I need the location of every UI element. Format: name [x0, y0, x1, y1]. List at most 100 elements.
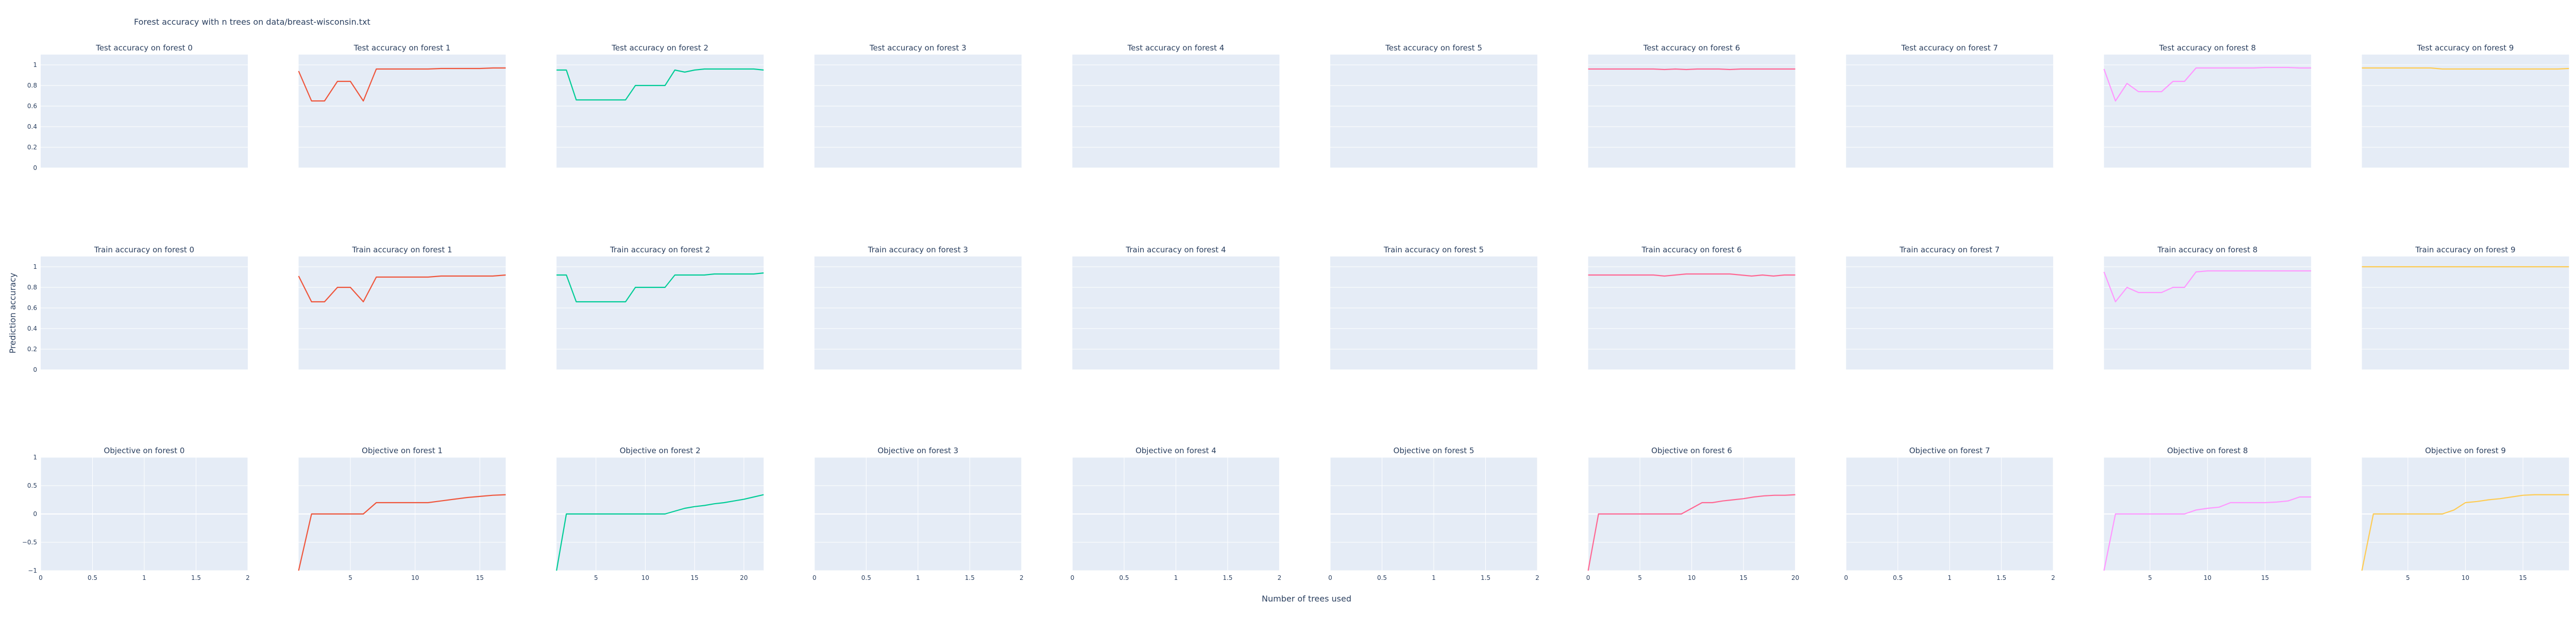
subplot-title: Objective on forest 9	[2425, 446, 2506, 455]
subplot-1-1: Train accuracy on forest 1	[298, 245, 506, 370]
series-line	[298, 67, 506, 102]
y-tick-label: 0	[33, 366, 37, 373]
plot-area	[556, 55, 764, 168]
x-tick-label: 0	[1328, 574, 1332, 581]
x-tick-label: 15	[476, 574, 484, 581]
x-tick-label: 0	[1844, 574, 1848, 581]
plot-area	[2362, 55, 2569, 168]
subplot-title: Objective on forest 4	[1136, 446, 1216, 455]
subplot-title: Train accuracy on forest 0	[94, 245, 194, 254]
x-tick-label: 2	[1278, 574, 1282, 581]
x-axis-label: Number of trees used	[1262, 594, 1351, 604]
plot-area	[2362, 256, 2569, 370]
series-line	[2103, 270, 2311, 303]
subplot-2-8: Objective on forest 8 5 10 15	[2103, 446, 2311, 581]
plot-area	[2104, 55, 2311, 168]
figure-title: Forest accuracy with n trees on data/bre…	[134, 17, 370, 27]
x-tick-label: 5	[594, 574, 598, 581]
series-line	[556, 272, 764, 303]
subplot-title: Objective on forest 7	[1909, 446, 1990, 455]
y-tick-label: 1	[33, 263, 37, 270]
subplot-title: Train accuracy on forest 4	[1125, 245, 1226, 254]
subplot-1-7: Train accuracy on forest 7	[1846, 245, 2054, 370]
x-tick-label: 10	[2462, 574, 2469, 581]
subplot-1-2: Train accuracy on forest 2	[556, 245, 764, 370]
subplot-title: Objective on forest 8	[2167, 446, 2248, 455]
x-tick-label: 10	[641, 574, 649, 581]
subplot-2-9: Objective on forest 9 5 10 15	[2361, 446, 2569, 581]
series-line	[1588, 273, 1795, 277]
subplot-0-1: Test accuracy on forest 1	[298, 43, 506, 168]
y-tick-label: 0.8	[27, 82, 37, 89]
subplot-title: Train accuracy on forest 6	[1641, 245, 1742, 254]
subplot-title: Objective on forest 0	[104, 446, 185, 455]
series-line	[2362, 67, 2569, 70]
subplot-title: Train accuracy on forest 3	[868, 245, 968, 254]
x-tick-label: 10	[2204, 574, 2211, 581]
subplot-title: Train accuracy on forest 8	[2157, 245, 2258, 254]
subplot-2-3: Objective on forest 3 0 0.5 1 1.5 2	[812, 446, 1024, 581]
y-tick-label: 0	[33, 510, 37, 518]
x-tick-label: 0.5	[1893, 574, 1903, 581]
series-line	[1588, 68, 1795, 71]
subplot-1-8: Train accuracy on forest 8	[2103, 245, 2311, 370]
x-tick-label: 15	[2519, 574, 2527, 581]
subplot-2-0: Objective on forest 0 −1 −0.5 0 0.5 1 0 0.5 1 1.5…	[22, 446, 250, 581]
x-tick-label: 10	[1688, 574, 1696, 581]
x-tick-label: 1	[1174, 574, 1178, 581]
plot-area	[1072, 55, 1280, 168]
x-tick-label: 10	[411, 574, 419, 581]
plot-area	[2104, 256, 2311, 370]
subplot-title: Train accuracy on forest 5	[1383, 245, 1484, 254]
y-tick-label: 0.5	[27, 482, 37, 489]
subplot-2-1: Objective on forest 1 5 10 15	[298, 446, 506, 581]
x-tick-label: 1	[1432, 574, 1436, 581]
subplot-title: Test accuracy on forest 6	[1643, 43, 1740, 53]
series-line	[298, 494, 506, 571]
x-tick-label: 2	[2051, 574, 2055, 581]
y-tick-label: 0.4	[27, 123, 37, 130]
x-tick-label: 1.5	[965, 574, 975, 581]
x-tick-label: 1.5	[1996, 574, 2006, 581]
subplot-title: Objective on forest 3	[877, 446, 958, 455]
x-tick-label: 15	[1739, 574, 1747, 581]
x-tick-label: 5	[348, 574, 352, 581]
y-tick-label: 0.8	[27, 284, 37, 291]
plot-area	[814, 55, 1022, 168]
subplot-0-8: Test accuracy on forest 8	[2103, 43, 2311, 168]
plot-area	[1846, 256, 2054, 370]
x-tick-label: 5	[2148, 574, 2152, 581]
plot-area	[556, 256, 764, 370]
x-tick-label: 5	[2406, 574, 2410, 581]
subplot-title: Train accuracy on forest 9	[2415, 245, 2515, 254]
plot-area	[298, 256, 506, 370]
subplot-title: Train accuracy on forest 1	[352, 245, 452, 254]
subplot-0-3: Test accuracy on forest 3	[814, 43, 1022, 168]
x-tick-label: 20	[1791, 574, 1799, 581]
x-tick-label: 1	[142, 574, 146, 581]
subplot-title: Test accuracy on forest 3	[869, 43, 967, 53]
series-line	[2103, 496, 2311, 571]
subplot-title: Train accuracy on forest 2	[609, 245, 710, 254]
x-tick-label: 0	[1071, 574, 1075, 581]
subplot-title: Test accuracy on forest 4	[1127, 43, 1225, 53]
plot-area	[1846, 55, 2054, 168]
series-line	[298, 274, 506, 303]
subplot-1-4: Train accuracy on forest 4	[1072, 245, 1280, 370]
x-tick-label: 1.5	[1481, 574, 1490, 581]
subplot-title: Objective on forest 5	[1394, 446, 1475, 455]
subplot-1-0: Train accuracy on forest 0 0 0.2 0.4 0.6 0.8 1	[27, 245, 248, 373]
plot-area	[1330, 55, 1537, 168]
x-tick-label: 0.5	[1119, 574, 1129, 581]
y-tick-label: 1	[33, 454, 37, 461]
subplot-0-5: Test accuracy on forest 5	[1330, 43, 1537, 168]
plot-area	[41, 256, 248, 370]
x-tick-label: 0.5	[88, 574, 97, 581]
y-tick-label: 1	[33, 61, 37, 68]
subplot-title: Test accuracy on forest 9	[2417, 43, 2514, 53]
subplot-0-7: Test accuracy on forest 7	[1846, 43, 2054, 168]
y-tick-label: −1	[28, 567, 37, 574]
series-line	[556, 494, 764, 571]
y-tick-label: 0.2	[27, 144, 37, 151]
